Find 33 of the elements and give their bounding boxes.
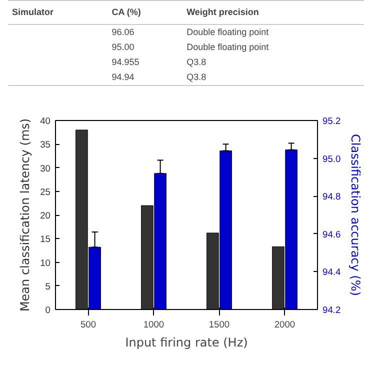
y-tick-label: 5 <box>45 281 51 292</box>
y-axis-title: Mean classification latency (ms) <box>18 118 32 312</box>
y-tick-label: 0 <box>45 305 51 315</box>
text: Double floating point <box>186 41 270 54</box>
y-tick-label: 20 <box>40 210 51 220</box>
y2-tick-label: 95.2 <box>322 116 341 126</box>
y-tick-label: 10 <box>40 258 51 268</box>
text: 94.955 <box>110 56 140 69</box>
text: Simulator <box>11 6 55 19</box>
y-tick-label: 15 <box>40 234 51 244</box>
text: 94.94 <box>110 71 136 84</box>
text: Q3.8 <box>186 56 208 69</box>
text: Double floating point <box>186 26 270 39</box>
y2-tick-label: 94.8 <box>322 192 341 202</box>
text: CA (%) <box>110 6 142 19</box>
y2-tick-label: 94.2 <box>322 305 341 315</box>
x-tick-label: 2000 <box>274 320 296 330</box>
y2-tick-label: 94.4 <box>322 267 341 278</box>
y2-axis-title: Classification accuracy (%) <box>348 134 363 296</box>
y-tick-label: 25 <box>40 186 51 197</box>
text: 95.00 <box>110 41 136 54</box>
text: 96.06 <box>110 26 136 39</box>
x-axis-title: Input firing rate (Hz) <box>125 336 248 350</box>
y-tick-label: 35 <box>40 140 51 150</box>
x-tick-label: 1000 <box>143 320 164 330</box>
y2-tick-label: 95.0 <box>322 154 341 164</box>
y-tick-label: 40 <box>40 116 51 126</box>
text: Q3.8 <box>186 71 208 84</box>
y2-tick-label: 94.6 <box>322 229 341 240</box>
y-tick-label: 30 <box>40 163 51 174</box>
x-tick-label: 500 <box>80 320 96 330</box>
text: Weight precision <box>186 6 260 19</box>
x-tick-label: 1500 <box>208 320 230 330</box>
